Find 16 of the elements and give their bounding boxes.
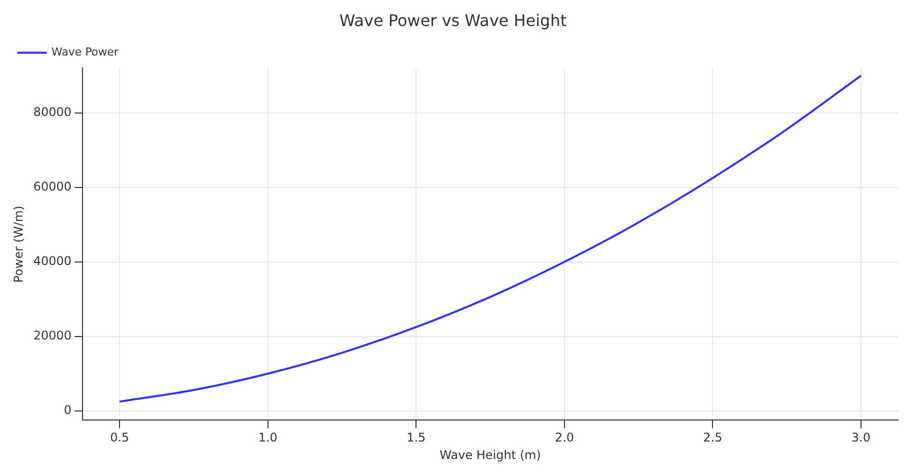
x-tick-label: 0.5 [110,430,130,445]
x-tick-label: 1.5 [406,430,426,445]
y-tick-label: 20000 [33,328,72,343]
x-axis-title: Wave Height (m) [440,448,541,462]
x-tick-label: 3.0 [851,430,870,445]
y-tick-label: 0 [64,403,72,418]
chart-title: Wave Power vs Wave Height [339,10,567,30]
y-tick-label: 80000 [33,105,72,120]
y-tick-label: 40000 [33,254,72,268]
y-tick-label: 60000 [33,180,72,194]
legend-label: Wave Power [52,46,119,59]
x-tick-label: 2.5 [703,430,722,445]
x-tick-label: 1.0 [258,430,278,445]
y-axis-title: Power (W/m) [11,206,26,283]
line-series [118,74,862,403]
x-tick-label: 2.0 [554,430,574,445]
